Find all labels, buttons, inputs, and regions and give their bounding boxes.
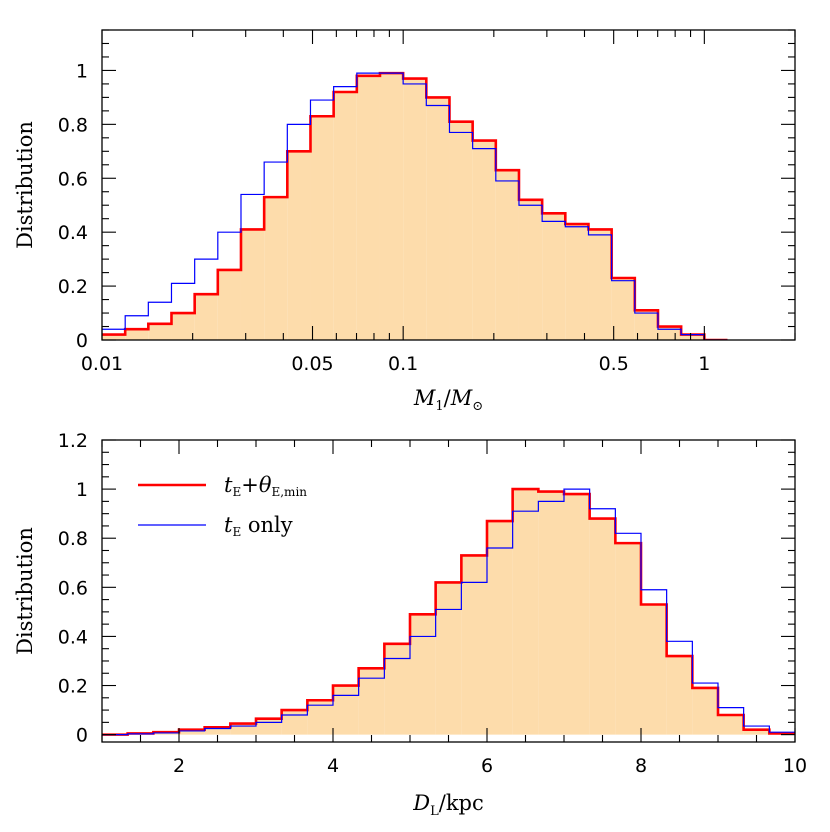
- x-tick-label: 6: [481, 755, 493, 777]
- hist-fill-bin-te_theta: [435, 582, 462, 735]
- hist-fill-bin-te_theta: [358, 668, 385, 735]
- y-tick-label: 0.8: [58, 114, 88, 136]
- hist-fill-bin-te_theta: [666, 656, 693, 735]
- y-tick-label: 0.6: [58, 168, 88, 190]
- hist-fill-bin-te_theta: [307, 700, 333, 735]
- plot-area: [102, 71, 728, 340]
- legend-label-te_theta: tE+θE,min: [224, 473, 307, 499]
- hist-fill-bin-te_theta: [230, 723, 256, 735]
- x-tick-label: 10: [783, 755, 807, 777]
- hist-fill-bin-te_theta: [487, 521, 513, 735]
- x-axis-label: M1/M⊙: [413, 386, 483, 414]
- hist-fill-bin-te_theta: [264, 197, 288, 340]
- chart-panel-1: 0.01 0.05 0.1 0.5 1 0 0.2 0.4 0.6 0.8 1 Distributio…: [13, 29, 796, 414]
- y-axis-label: Distribution: [13, 527, 37, 655]
- x-tick-label: 0.1: [388, 353, 418, 375]
- hist-fill-bin-te_theta: [512, 489, 539, 735]
- hist-fill-bin-te_theta: [148, 323, 172, 340]
- x-tick-label: 0.05: [291, 353, 333, 375]
- y-tick-label: 0.4: [58, 626, 88, 648]
- hist-fill-bin-te_theta: [281, 710, 308, 735]
- x-tick-label: 2: [173, 755, 185, 777]
- x-tick-label: 8: [635, 755, 647, 777]
- hist-fill-bin-te_theta: [634, 310, 658, 340]
- y-tick-label: 1: [76, 60, 88, 82]
- y-tick-label: 1.2: [58, 430, 88, 452]
- hist-fill-bin-te_theta: [518, 199, 543, 340]
- hist-fill-bin-te_theta: [692, 687, 718, 735]
- hist-fill-bin-te_theta: [564, 494, 590, 735]
- plot-area: [102, 487, 795, 736]
- hist-fill-bin-te_theta: [384, 643, 410, 735]
- hist-fill-bin-te_theta: [410, 614, 436, 735]
- y-tick-label: 0: [76, 330, 88, 352]
- hist-fill-bin-te_theta: [171, 313, 195, 340]
- tick-marks: [101, 439, 796, 742]
- plot-frame: [101, 29, 796, 341]
- hist-fill-bin-te_theta: [565, 224, 589, 340]
- hist-fill-bin-te_theta: [426, 97, 450, 340]
- y-tick-label: 0.2: [58, 676, 88, 698]
- x-tick-label: 1: [698, 353, 710, 375]
- x-tick-label: 4: [327, 755, 339, 777]
- hist-fill-bin-te_theta: [449, 121, 473, 340]
- hist-fill-bin-te_theta: [194, 294, 218, 340]
- y-tick-label: 0.6: [58, 577, 88, 599]
- y-axis-label: Distribution: [13, 121, 37, 249]
- hist-fill-bin-te_theta: [681, 334, 705, 340]
- legend: tE+θE,min tE only: [138, 473, 307, 539]
- hist-fill-bin-te_theta: [611, 278, 635, 340]
- hist-fill-bin-te_theta: [615, 543, 641, 735]
- hist-fill-bin-te_theta: [287, 151, 311, 340]
- series-line-te_theta: [102, 71, 728, 340]
- y-tick-label: 0.8: [58, 528, 88, 550]
- hist-fill-bin-te_theta: [240, 229, 265, 340]
- hist-fill-bin-te_theta: [333, 685, 359, 735]
- y-tick-label: 0.4: [58, 222, 88, 244]
- hist-fill-bin-te_theta: [718, 714, 744, 735]
- series-line-te_only: [102, 72, 728, 340]
- y-tick-label: 1: [76, 479, 88, 501]
- hist-fill-bin-te_theta: [743, 729, 770, 735]
- hist-fill-bin-te_theta: [588, 229, 612, 340]
- hist-fill-bin-te_theta: [403, 78, 427, 340]
- y-tick-label: 0: [76, 725, 88, 747]
- series-line-te_only: [102, 488, 795, 736]
- hist-fill-bin-te_theta: [179, 729, 205, 735]
- hist-fill-bin-te_theta: [333, 92, 357, 340]
- x-tick-label: 0.01: [81, 353, 123, 375]
- hist-fill-bin-te_theta: [472, 140, 496, 340]
- legend-label-te_only: tE only: [224, 513, 293, 539]
- hist-fill-bin-te_theta: [657, 326, 682, 340]
- y-tick-label: 0.2: [58, 276, 88, 298]
- hist-fill-bin-te_theta: [256, 718, 282, 735]
- hist-fill-bin-te_theta: [217, 269, 241, 340]
- hist-fill-bin-te_theta: [356, 75, 380, 340]
- hist-fill-bin-te_theta: [102, 334, 126, 340]
- hist-fill-bin-te_theta: [125, 329, 149, 340]
- chart-panel-2: 2 4 6 8 10 0 0.2 0.4 0.6 0.8 1 1.2 Distribution DL/kp…: [13, 430, 807, 819]
- hist-fill-bin-te_theta: [538, 491, 564, 735]
- hist-fill-bin-te_theta: [204, 727, 231, 735]
- hist-fill-bin-te_theta: [379, 73, 404, 340]
- hist-fill-bin-te_theta: [589, 518, 616, 735]
- hist-fill-bin-te_theta: [641, 604, 667, 735]
- hist-fill-bin-te_theta: [542, 213, 566, 340]
- hist-fill-bin-te_theta: [310, 116, 334, 340]
- series-line-te_theta: [102, 487, 795, 736]
- hist-fill-bin-te_theta: [461, 555, 487, 735]
- hist-fill-bin-te_theta: [495, 170, 519, 340]
- x-axis-label: DL/kpc: [412, 791, 484, 819]
- tick-marks: [101, 29, 796, 341]
- x-tick-label: 0.5: [599, 353, 629, 375]
